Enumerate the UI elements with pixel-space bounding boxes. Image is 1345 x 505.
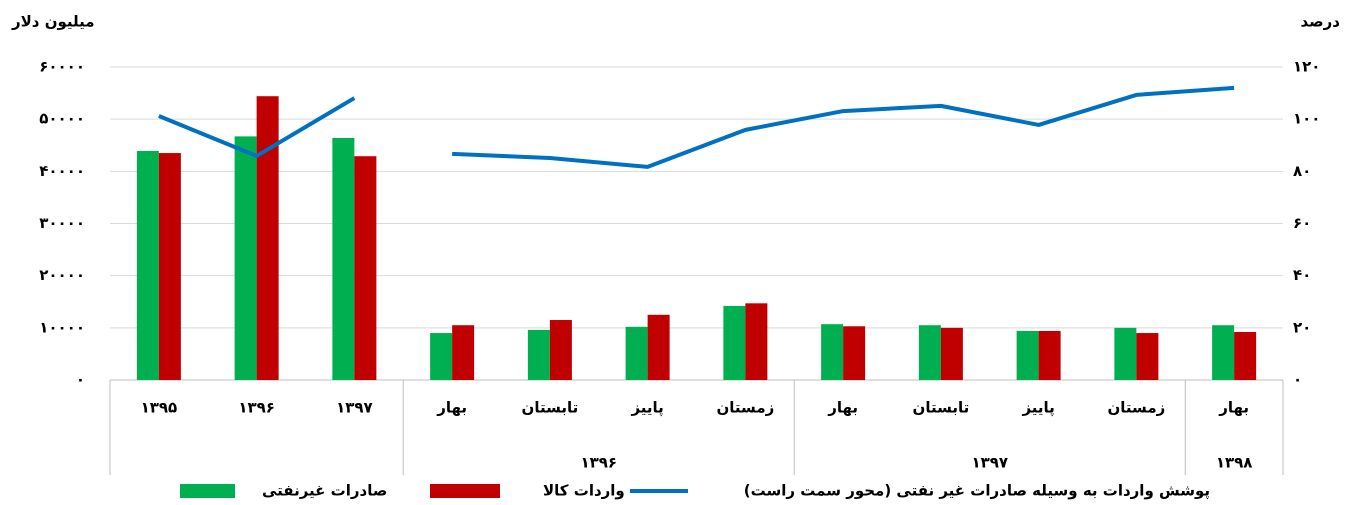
bar [745,303,768,380]
x-tick-label: پاییز [1021,399,1054,418]
x-tick-label: تابستان [522,399,579,417]
x-tick-label: ۱۳۹۶ [238,399,275,417]
bar [234,136,257,380]
x-group-label: ۱۳۹۷ [971,454,1008,472]
legend-swatch [430,484,500,498]
line [158,96,356,158]
bar [647,314,670,380]
y-tick-label: ۰ [76,371,85,389]
y2-tick-label: ۴۰ [1293,266,1311,284]
x-tick-label: پاییز [630,399,663,418]
bar [723,305,746,380]
bar [918,325,941,380]
x-tick-label: بهار [436,399,467,417]
bar [1038,330,1061,380]
y-tick-label: ۴۰۰۰۰ [39,162,85,180]
bar [843,326,866,380]
x-tick-label: زمستان [717,399,775,417]
y-tick-label: ۵۰۰۰۰ [39,110,85,128]
bar [821,324,844,380]
bar [430,333,453,380]
bar [452,325,475,380]
bar [1016,330,1039,380]
y-tick-label: ۲۰۰۰۰ [39,266,85,284]
x-group-label: ۱۳۹۶ [580,454,617,472]
y2-tick-label: ۸۰ [1293,162,1311,180]
y-axis-title: میلیون دلار [11,13,95,31]
y-tick-label: ۱۰۰۰۰ [39,318,85,336]
bar [332,137,355,380]
bar [549,320,572,380]
bar [158,153,181,380]
bar [354,156,377,380]
y2-tick-label: ۲۰ [1293,318,1311,336]
y2-tick-label: ۰ [1293,371,1302,389]
line [452,85,1235,169]
bar [527,329,550,380]
bar [1234,332,1257,380]
y-tick-label: ۳۰۰۰۰ [39,214,85,232]
bar [1136,333,1159,380]
legend-swatch [180,484,235,498]
bar [136,150,159,380]
x-tick-label: ۱۳۹۵ [141,399,178,417]
y-tick-label: ۶۰۰۰۰ [39,58,85,76]
y2-tick-label: ۶۰ [1293,214,1311,232]
y2-tick-label: ۱۰۰ [1293,110,1320,128]
x-tick-label: بهار [827,399,858,417]
x-tick-label: تابستان [913,399,970,417]
legend-label: واردات کالا [543,482,625,500]
y2-tick-label: ۱۲۰ [1293,58,1320,76]
x-tick-label: بهار [1218,399,1249,417]
y2-axis-title: درصد [1301,13,1341,31]
bar [940,327,963,380]
bar [1212,325,1235,380]
x-tick-label: ۱۳۹۷ [336,399,373,417]
legend-label: پوشش واردات به وسیله صادرات غیر نفتی (مح… [744,482,1210,501]
bar [625,326,648,380]
bar [256,96,279,381]
legend-label: صادرات غیرنفتی [262,482,387,500]
x-tick-label: زمستان [1108,399,1166,417]
bar [1114,327,1137,380]
x-group-label: ۱۳۹۸ [1216,454,1253,472]
